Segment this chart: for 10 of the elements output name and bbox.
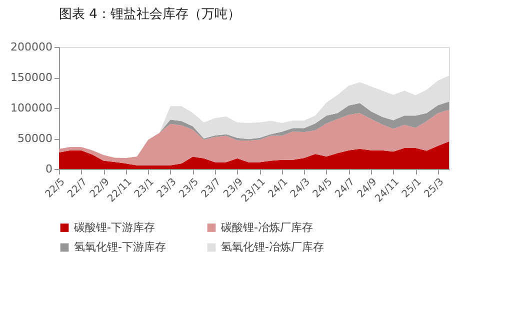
legend-label: 氢氧化锂-冶炼厂库存 [221,240,324,254]
y-tick-label: 100000 [10,102,52,114]
y-tick-label: 50000 [18,132,52,145]
y-tick-label: 150000 [10,71,52,84]
y-tick-label: 0 [46,162,52,176]
chart-title: 图表 4：锂盐社会库存（万吨） [59,7,240,22]
y-tick-label: 200000 [10,40,52,54]
legend-label: 氢氧化锂-下游库存 [74,240,166,254]
legend-label: 碳酸锂-冶炼厂库存 [220,220,313,234]
legend-label: 碳酸锂-下游库存 [73,220,155,234]
